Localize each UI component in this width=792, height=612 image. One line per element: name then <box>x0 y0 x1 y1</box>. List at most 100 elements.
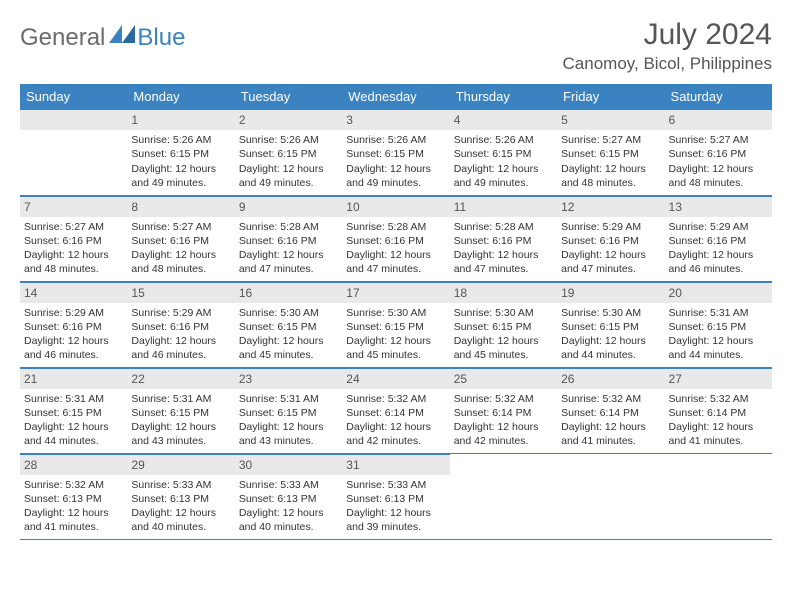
calendar-week-row: 28 Sunrise: 5:32 AMSunset: 6:13 PM Dayligh… <box>20 453 772 539</box>
sunset-line: Sunset: 6:15 PM <box>239 406 338 420</box>
sunset-line: Sunset: 6:13 PM <box>24 492 123 506</box>
sunrise-line: Sunrise: 5:29 AM <box>24 306 123 320</box>
sunrise-line: Sunrise: 5:33 AM <box>239 478 338 492</box>
calendar-week-row: 14Sunrise: 5:29 AMSunset: 6:16 PMDayligh… <box>20 281 772 367</box>
sunset-line: Sunset: 6:15 PM <box>239 147 338 161</box>
day-content: Sunrise: 5:26 AMSunset: 6:15 PMDaylight:… <box>450 130 557 194</box>
day-content: Sunrise: 5:31 AMSunset: 6:15 PMDaylight:… <box>20 389 127 453</box>
day-number: 7 <box>20 196 127 217</box>
calendar-cell: 25Sunrise: 5:32 AMSunset: 6:14 PMDayligh… <box>450 367 557 453</box>
calendar-cell: 27Sunrise: 5:32 AMSunset: 6:14 PMDayligh… <box>665 367 772 453</box>
sunrise-line: Sunrise: 5:28 AM <box>239 220 338 234</box>
daylight-line: Daylight: 12 hours and 45 minutes. <box>346 334 445 362</box>
daylight-line: Daylight: 12 hours and 46 minutes. <box>24 334 123 362</box>
sunset-line: Sunset: 6:15 PM <box>131 406 230 420</box>
sunrise-line: Sunrise: 5:30 AM <box>239 306 338 320</box>
sunrise-line: Sunrise: 5:33 AM <box>131 478 230 492</box>
weekday-header: Sunday <box>20 84 127 109</box>
calendar-cell: 31Sunrise: 5:33 AMSunset: 6:13 PMDayligh… <box>342 453 449 539</box>
daylight-line: Daylight: 12 hours and 49 minutes. <box>239 162 338 190</box>
sunrise-line: Sunrise: 5:31 AM <box>669 306 768 320</box>
sunrise-line: Sunrise: 5:29 AM <box>669 220 768 234</box>
calendar-week-row: 21Sunrise: 5:31 AMSunset: 6:15 PMDayligh… <box>20 367 772 453</box>
sunrise-line: Sunrise: 5:28 AM <box>454 220 553 234</box>
sunrise-line: Sunrise: 5:32 AM <box>346 392 445 406</box>
day-number: 9 <box>235 196 342 217</box>
calendar-cell: 3Sunrise: 5:26 AMSunset: 6:15 PMDaylight… <box>342 109 449 195</box>
day-number: 21 <box>20 368 127 389</box>
daylight-line: Daylight: 12 hours and 46 minutes. <box>669 248 768 276</box>
sunrise-line: Sunrise: 5:30 AM <box>454 306 553 320</box>
day-content: Sunrise: 5:29 AMSunset: 6:16 PMDaylight:… <box>665 217 772 281</box>
day-number: 11 <box>450 196 557 217</box>
daylight-line: Daylight: 12 hours and 49 minutes. <box>131 162 230 190</box>
calendar-cell: 1Sunrise: 5:26 AMSunset: 6:15 PMDaylight… <box>127 109 234 195</box>
calendar-cell: 28Sunrise: 5:32 AMSunset: 6:13 PMDayligh… <box>20 453 127 539</box>
daylight-line: Daylight: 12 hours and 49 minutes. <box>346 162 445 190</box>
sunset-line: Sunset: 6:16 PM <box>454 234 553 248</box>
sunset-line: Sunset: 6:15 PM <box>561 320 660 334</box>
day-number: 6 <box>665 109 772 130</box>
sunrise-line: Sunrise: 5:27 AM <box>561 133 660 147</box>
day-number: 13 <box>665 196 772 217</box>
sunset-line: Sunset: 6:14 PM <box>346 406 445 420</box>
calendar-cell: 8Sunrise: 5:27 AMSunset: 6:16 PMDaylight… <box>127 195 234 281</box>
daylight-line: Daylight: 12 hours and 41 minutes. <box>561 420 660 448</box>
calendar-cell: 16Sunrise: 5:30 AMSunset: 6:15 PMDayligh… <box>235 281 342 367</box>
day-content: Sunrise: 5:33 AMSunset: 6:13 PMDaylight:… <box>127 475 234 539</box>
day-number: 4 <box>450 109 557 130</box>
sunset-line: Sunset: 6:16 PM <box>131 234 230 248</box>
sunset-line: Sunset: 6:15 PM <box>454 320 553 334</box>
daylight-line: Daylight: 12 hours and 41 minutes. <box>669 420 768 448</box>
calendar-week-row: 1Sunrise: 5:26 AMSunset: 6:15 PMDaylight… <box>20 109 772 195</box>
day-content: Sunrise: 5:27 AMSunset: 6:15 PMDaylight:… <box>557 130 664 194</box>
day-content: Sunrise: 5:26 AMSunset: 6:15 PMDaylight:… <box>127 130 234 194</box>
sunrise-line: Sunrise: 5:31 AM <box>239 392 338 406</box>
day-content: Sunrise: 5:32 AMSunset: 6:14 PMDaylight:… <box>665 389 772 453</box>
logo: General Blue <box>20 24 185 52</box>
sunset-line: Sunset: 6:15 PM <box>239 320 338 334</box>
day-content: Sunrise: 5:27 AMSunset: 6:16 PMDaylight:… <box>127 217 234 281</box>
day-content: Sunrise: 5:29 AMSunset: 6:16 PMDaylight:… <box>127 303 234 367</box>
sunset-line: Sunset: 6:15 PM <box>24 406 123 420</box>
day-content: Sunrise: 5:27 AMSunset: 6:16 PMDaylight:… <box>665 130 772 194</box>
sunset-line: Sunset: 6:16 PM <box>669 147 768 161</box>
day-number: 23 <box>235 368 342 389</box>
day-content: Sunrise: 5:28 AMSunset: 6:16 PMDaylight:… <box>235 217 342 281</box>
day-number: 15 <box>127 282 234 303</box>
calendar-cell: 17Sunrise: 5:30 AMSunset: 6:15 PMDayligh… <box>342 281 449 367</box>
header: General Blue July 2024 Canomoy, Bicol, P… <box>20 18 772 74</box>
calendar-cell: 29Sunrise: 5:33 AMSunset: 6:13 PMDayligh… <box>127 453 234 539</box>
calendar-cell: 10Sunrise: 5:28 AMSunset: 6:16 PMDayligh… <box>342 195 449 281</box>
daylight-line: Daylight: 12 hours and 42 minutes. <box>346 420 445 448</box>
day-content: Sunrise: 5:33 AMSunset: 6:13 PMDaylight:… <box>235 475 342 539</box>
sunrise-line: Sunrise: 5:27 AM <box>131 220 230 234</box>
sunset-line: Sunset: 6:16 PM <box>239 234 338 248</box>
sunrise-line: Sunrise: 5:27 AM <box>669 133 768 147</box>
daylight-line: Daylight: 12 hours and 44 minutes. <box>24 420 123 448</box>
sunrise-line: Sunrise: 5:26 AM <box>346 133 445 147</box>
weekday-header: Saturday <box>665 84 772 109</box>
sunset-line: Sunset: 6:16 PM <box>24 320 123 334</box>
daylight-line: Daylight: 12 hours and 44 minutes. <box>669 334 768 362</box>
weekday-header: Tuesday <box>235 84 342 109</box>
daylight-line: Daylight: 12 hours and 39 minutes. <box>346 506 445 534</box>
day-number: 31 <box>342 454 449 475</box>
title-block: July 2024 Canomoy, Bicol, Philippines <box>563 18 772 74</box>
day-number: 8 <box>127 196 234 217</box>
calendar-cell: 26Sunrise: 5:32 AMSunset: 6:14 PMDayligh… <box>557 367 664 453</box>
daylight-line: Daylight: 12 hours and 47 minutes. <box>346 248 445 276</box>
day-content: Sunrise: 5:26 AMSunset: 6:15 PMDaylight:… <box>235 130 342 194</box>
sunset-line: Sunset: 6:14 PM <box>561 406 660 420</box>
sunrise-line: Sunrise: 5:31 AM <box>24 392 123 406</box>
sunrise-line: Sunrise: 5:29 AM <box>131 306 230 320</box>
day-number: 3 <box>342 109 449 130</box>
daylight-line: Daylight: 12 hours and 43 minutes. <box>239 420 338 448</box>
day-number: 28 <box>20 454 127 475</box>
calendar-cell: 15Sunrise: 5:29 AMSunset: 6:16 PMDayligh… <box>127 281 234 367</box>
day-number: 5 <box>557 109 664 130</box>
sunrise-line: Sunrise: 5:32 AM <box>24 478 123 492</box>
daylight-line: Daylight: 12 hours and 47 minutes. <box>561 248 660 276</box>
day-number: 12 <box>557 196 664 217</box>
daylight-line: Daylight: 12 hours and 40 minutes. <box>131 506 230 534</box>
